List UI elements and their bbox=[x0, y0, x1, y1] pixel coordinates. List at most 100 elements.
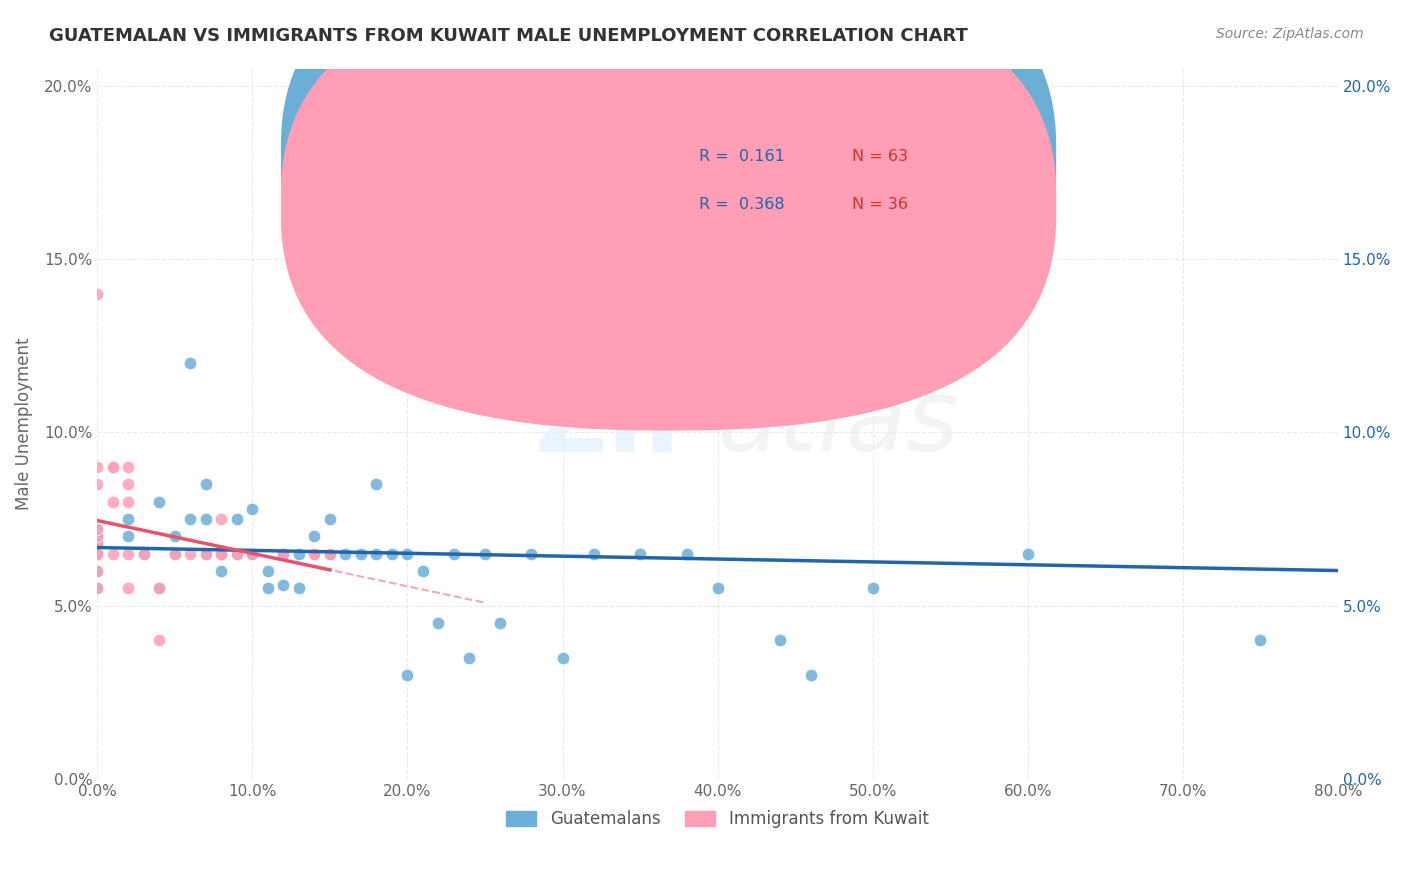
Point bbox=[86, 529, 108, 543]
Point bbox=[194, 547, 217, 561]
Point bbox=[86, 523, 108, 537]
Point bbox=[148, 582, 170, 596]
Point bbox=[194, 512, 217, 526]
Point bbox=[225, 547, 247, 561]
Point bbox=[86, 286, 108, 301]
Point bbox=[86, 547, 108, 561]
Point bbox=[520, 547, 543, 561]
Point bbox=[443, 547, 465, 561]
Point bbox=[148, 633, 170, 648]
Point bbox=[117, 477, 139, 491]
Point bbox=[179, 547, 201, 561]
FancyBboxPatch shape bbox=[281, 0, 1056, 382]
Point bbox=[101, 460, 124, 475]
Point bbox=[86, 582, 108, 596]
Point bbox=[86, 536, 108, 550]
Point bbox=[242, 547, 264, 561]
Point bbox=[117, 547, 139, 561]
Point bbox=[396, 547, 419, 561]
Point bbox=[209, 547, 232, 561]
Point bbox=[86, 460, 108, 475]
Point bbox=[117, 494, 139, 508]
Point bbox=[86, 523, 108, 537]
Point bbox=[1249, 633, 1271, 648]
FancyBboxPatch shape bbox=[624, 112, 984, 228]
Point bbox=[86, 529, 108, 543]
Text: N = 63: N = 63 bbox=[852, 149, 907, 164]
Point bbox=[86, 547, 108, 561]
Point bbox=[163, 547, 186, 561]
Point bbox=[288, 547, 311, 561]
Point bbox=[86, 547, 108, 561]
Point bbox=[489, 615, 512, 630]
Point bbox=[862, 582, 884, 596]
Point bbox=[225, 547, 247, 561]
Point bbox=[163, 529, 186, 543]
Point bbox=[768, 633, 790, 648]
Point bbox=[101, 460, 124, 475]
Point bbox=[273, 547, 295, 561]
Text: ZIP: ZIP bbox=[534, 376, 717, 472]
Y-axis label: Male Unemployment: Male Unemployment bbox=[15, 337, 32, 510]
Point bbox=[101, 494, 124, 508]
Point bbox=[304, 547, 326, 561]
Point bbox=[257, 564, 280, 578]
Point bbox=[319, 512, 342, 526]
Text: R =  0.368: R = 0.368 bbox=[699, 197, 785, 212]
Point bbox=[86, 547, 108, 561]
Point bbox=[304, 547, 326, 561]
Point bbox=[101, 547, 124, 561]
Point bbox=[257, 582, 280, 596]
Point bbox=[675, 547, 697, 561]
Point bbox=[582, 547, 605, 561]
Point bbox=[800, 668, 823, 682]
Point bbox=[117, 512, 139, 526]
Point bbox=[551, 650, 574, 665]
Point bbox=[209, 512, 232, 526]
Point bbox=[86, 547, 108, 561]
Point bbox=[194, 477, 217, 491]
Point bbox=[319, 547, 342, 561]
Text: R =  0.161: R = 0.161 bbox=[699, 149, 785, 164]
Point bbox=[86, 477, 108, 491]
Point bbox=[273, 578, 295, 592]
FancyBboxPatch shape bbox=[281, 0, 1056, 431]
Point bbox=[474, 547, 496, 561]
Point bbox=[86, 582, 108, 596]
Point bbox=[335, 547, 357, 561]
Point bbox=[194, 547, 217, 561]
Text: N = 36: N = 36 bbox=[852, 197, 907, 212]
Point bbox=[163, 547, 186, 561]
Point bbox=[209, 547, 232, 561]
Text: GUATEMALAN VS IMMIGRANTS FROM KUWAIT MALE UNEMPLOYMENT CORRELATION CHART: GUATEMALAN VS IMMIGRANTS FROM KUWAIT MAL… bbox=[49, 27, 969, 45]
Point bbox=[148, 494, 170, 508]
Point bbox=[209, 564, 232, 578]
Point bbox=[179, 356, 201, 370]
Point bbox=[86, 564, 108, 578]
Point bbox=[117, 529, 139, 543]
Point bbox=[1017, 547, 1039, 561]
Point bbox=[148, 582, 170, 596]
Point bbox=[132, 547, 155, 561]
Point bbox=[396, 668, 419, 682]
Point bbox=[304, 529, 326, 543]
Point bbox=[939, 113, 962, 128]
Point bbox=[225, 512, 247, 526]
Point bbox=[86, 536, 108, 550]
Point bbox=[350, 547, 373, 561]
Point bbox=[242, 501, 264, 516]
Point bbox=[209, 547, 232, 561]
Point bbox=[242, 547, 264, 561]
Point bbox=[86, 547, 108, 561]
Legend: Guatemalans, Immigrants from Kuwait: Guatemalans, Immigrants from Kuwait bbox=[499, 803, 935, 835]
Point bbox=[86, 547, 108, 561]
Point bbox=[427, 615, 450, 630]
Point bbox=[288, 582, 311, 596]
Point bbox=[132, 547, 155, 561]
Point bbox=[86, 529, 108, 543]
Point bbox=[117, 582, 139, 596]
Point bbox=[628, 547, 651, 561]
Point bbox=[412, 564, 434, 578]
Point bbox=[117, 460, 139, 475]
Point bbox=[304, 547, 326, 561]
